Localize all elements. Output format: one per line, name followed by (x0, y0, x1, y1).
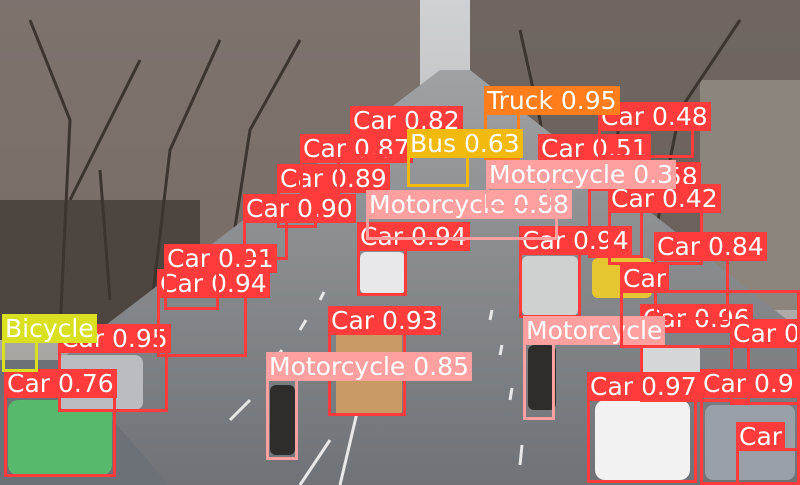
detection-box-car: Car 0.90 (243, 194, 356, 260)
detection-label: Car 0.94 (357, 222, 470, 251)
detection-label: Motorcycle 0.88 (366, 190, 572, 219)
detection-box-car: Car 0.51 (538, 134, 651, 188)
detection-box-motorcycle: Motorcycle (523, 316, 666, 420)
detection-box-car: Car 0.96 (730, 319, 800, 405)
detection-box-car: Car 0.76 (4, 369, 117, 477)
detection-label: Car 0.51 (538, 134, 651, 163)
detection-box-car: Car 0.9 (700, 369, 800, 485)
detection-label: Car (620, 264, 670, 293)
detection-box-car: Car 0.48 (598, 102, 711, 158)
detection-box-car: Car 0.94 (519, 226, 632, 318)
detection-box-motorcycle: Motorcycle 0.85 (266, 352, 472, 460)
detection-label: Car 0.90 (243, 194, 356, 223)
detection-label: Car 0.94 (157, 269, 270, 298)
detection-label: Car 0.9 (700, 369, 797, 398)
detection-box-car: Car 0.94 (157, 269, 270, 357)
detection-box-car: Car 0.94 (357, 222, 470, 296)
detection-label: Car 0.84 (654, 232, 767, 261)
detection-label: Truck 0.95 (484, 86, 620, 115)
detection-label: Car 0.96 (730, 319, 800, 348)
detection-label: Motorcycle 0.85 (266, 352, 472, 381)
detection-box-car: Car 0.42 (608, 184, 721, 265)
detection-label: Motorcycle (523, 316, 666, 345)
detection-label: Bus 0.63 (407, 129, 523, 158)
detection-box-bus: Bus 0.63 (407, 129, 523, 187)
detection-label: Motorcycle 0.3 (486, 160, 677, 189)
detection-label: Bicycle (2, 314, 97, 343)
detection-box-car: Car (620, 264, 800, 348)
detection-box-car: Car 0.84 (654, 232, 767, 320)
detection-label: Car 0.76 (4, 369, 117, 398)
detection-box-car: Car 0.82 (350, 106, 463, 157)
detection-label: Car 0.97 (587, 372, 700, 401)
detection-box-motorcycle: Motorcycle 0.88 (366, 190, 572, 240)
detection-label: Car 0.89 (277, 164, 390, 193)
detection-label: Car 0.93 (328, 306, 441, 335)
detection-box-bicycle: Bicycle (2, 314, 97, 372)
detection-box-car: Car 0.89 (277, 164, 390, 228)
detection-box-car: Car 0.97 (587, 372, 700, 483)
detection-box-car: Car 0.87 (300, 134, 413, 195)
detection-label: Car 0.87 (300, 134, 413, 163)
detection-box-car: Car 0.91 (164, 244, 277, 310)
detection-label: Car (736, 422, 786, 451)
detection-box-motorcycle: Motorcycle 0.3 (486, 160, 677, 208)
